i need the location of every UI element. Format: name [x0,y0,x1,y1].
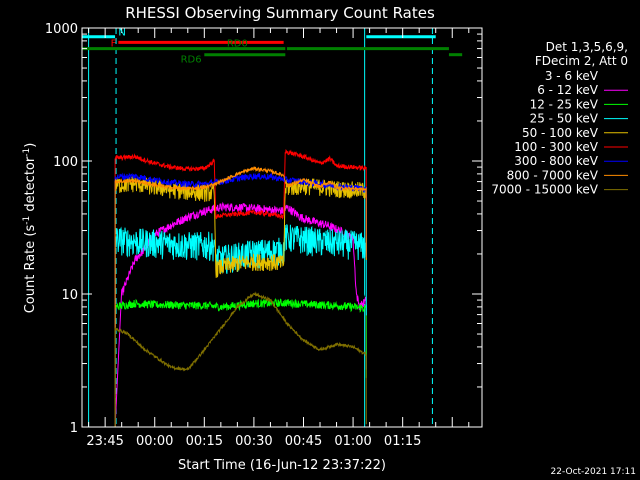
flag-label: F [111,38,117,49]
flag-label: N [118,28,125,39]
flag-label: RD0 [227,39,248,50]
legend-header-line-2: FDecim 2, Att 0 [535,54,628,68]
series-line-4 [114,176,367,427]
legend-entry-label: 50 - 100 keV [522,126,599,140]
legend-entry-label: 800 - 7000 keV [507,168,599,182]
x-tick-label: 00:30 [235,434,272,449]
flag-bars [82,35,463,57]
legend: Det 1,3,5,6,9, FDecim 2, Att 0 3 - 6 keV… [491,40,628,197]
flag-label: RD6 [181,55,202,66]
legend-entry-label: 25 - 50 keV [530,112,599,126]
x-axis-title: Start Time (16-Jun-12 23:37:22) [178,458,386,473]
y-axis-title: Count Rate (s-1 detector-1) [22,143,38,314]
legend-entry-label: 12 - 25 keV [530,97,599,111]
x-tick-label: 01:00 [334,434,371,449]
x-tick-label: 01:15 [384,434,421,449]
y-axis: 1 10 100 1000 [45,22,482,436]
y-tick-label: 10 [61,288,78,303]
y-tick-label: 1000 [45,22,78,37]
series-line-0 [114,190,367,427]
series-line-8 [114,291,367,427]
legend-header-line-1: Det 1,3,5,6,9, [546,40,628,54]
series-line-1 [114,201,367,427]
plot-frame [81,27,483,428]
chart-title: RHESSI Observing Summary Count Rates [125,4,435,22]
legend-entry-label: 3 - 6 keV [545,69,599,83]
x-tick-label: 23:45 [86,434,123,449]
footer-date: 22-Oct-2021 17:11 [551,467,636,477]
series-layer [114,148,367,427]
series-line-7 [114,166,367,427]
x-tick-label: 00:00 [136,434,173,449]
x-tick-label: 00:15 [186,434,223,449]
series-line-5 [114,148,367,427]
x-axis: 23:45 00:00 00:15 00:30 00:45 01:00 01:15 [86,28,470,449]
legend-entry-label: 300 - 800 keV [514,154,598,168]
x-tick-label: 00:45 [285,434,322,449]
y-tick-label: 100 [53,155,78,170]
legend-entry-label: 7000 - 15000 keV [491,183,598,197]
y-tick-label: 1 [70,421,78,436]
data-gap-lines [88,28,433,427]
legend-entry-label: 6 - 12 keV [537,83,599,97]
legend-entry-label: 100 - 300 keV [514,140,598,154]
